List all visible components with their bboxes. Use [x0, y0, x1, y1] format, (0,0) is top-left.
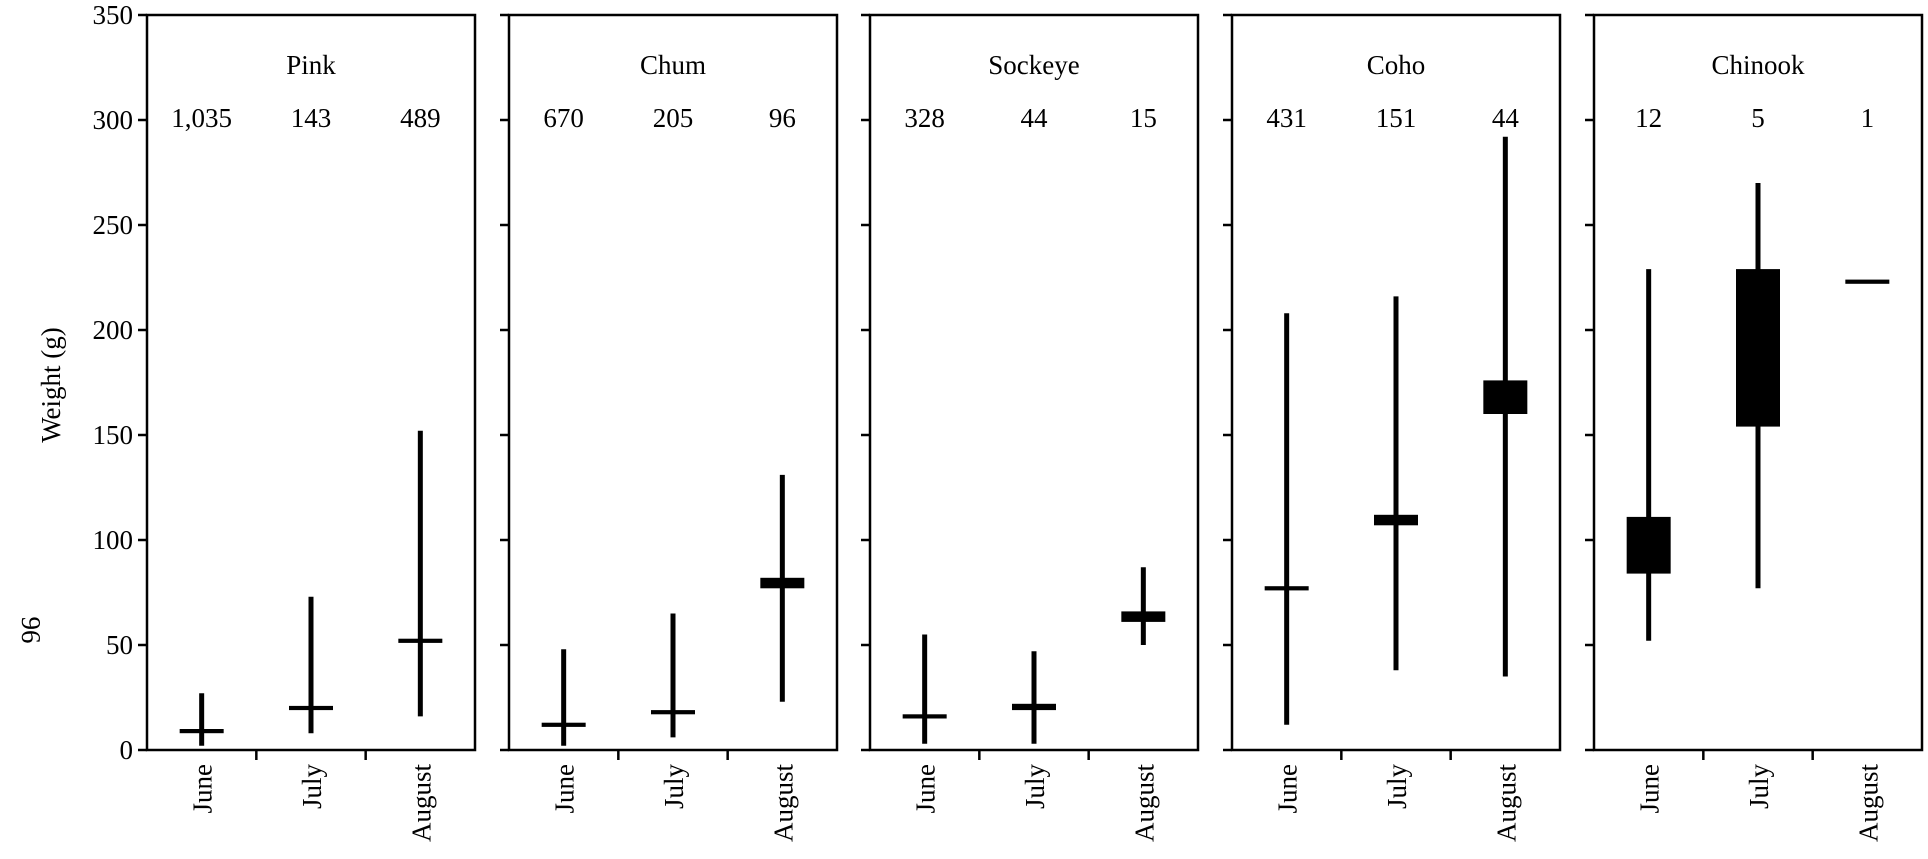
x-category-label: August	[768, 764, 798, 843]
box-body	[398, 638, 443, 643]
box-body	[1374, 514, 1418, 526]
panel-title: Chinook	[1711, 50, 1805, 80]
x-category-label: June	[550, 764, 580, 814]
x-category-label: June	[1635, 764, 1665, 814]
box-body	[1483, 380, 1528, 414]
panel-title: Coho	[1367, 50, 1426, 80]
box-body	[1121, 611, 1166, 622]
panel-chinook: Chinook 12 June 5 July 1 August	[1585, 13, 1924, 843]
sample-size-label: 143	[291, 103, 332, 133]
box-body	[289, 705, 333, 711]
sample-size-label: 5	[1751, 103, 1765, 133]
panels-layer: 0 50 100 150 200 250 300 350 Pink 1,035 June 143 Jul…	[93, 0, 1924, 843]
sample-size-label: 489	[400, 103, 441, 133]
y-axis-label: Weight (g)	[36, 327, 66, 443]
x-category-label: July	[1020, 764, 1050, 810]
sample-size-label: 44	[1492, 103, 1520, 133]
box-body	[1012, 703, 1056, 711]
y-tick-label: 350	[93, 0, 134, 30]
panel-sockeye: Sockeye 328 June 44 July 15 August	[861, 13, 1200, 843]
sample-size-label: 15	[1130, 103, 1157, 133]
x-category-label: August	[406, 764, 436, 843]
panel-title: Chum	[640, 50, 706, 80]
y-tick-label: 50	[106, 630, 133, 660]
panel-frame	[868, 13, 1200, 752]
x-category-label: August	[1491, 764, 1521, 843]
panel-frame	[145, 13, 477, 752]
sample-size-label: 151	[1376, 103, 1417, 133]
sample-size-label: 431	[1266, 103, 1307, 133]
x-category-label: June	[911, 764, 941, 814]
x-category-label: July	[659, 764, 689, 810]
box-body	[651, 710, 695, 715]
sample-size-label: 1	[1861, 103, 1875, 133]
panel-frame	[1230, 13, 1562, 752]
panel-frame	[1592, 13, 1924, 752]
sample-size-label: 328	[904, 103, 945, 133]
x-category-label: August	[1853, 764, 1883, 843]
panel-coho: Coho 431 June 151 July 44 August	[1223, 13, 1562, 843]
page-number: 96	[16, 617, 46, 644]
panel-title: Pink	[286, 50, 336, 80]
y-tick-label: 250	[93, 210, 134, 240]
y-tick-label: 200	[93, 315, 134, 345]
sample-size-label: 12	[1635, 103, 1662, 133]
box-body	[760, 577, 805, 589]
panel-chum: Chum 670 June 205 July 96 August	[500, 13, 839, 843]
box-body	[1264, 586, 1309, 591]
x-category-label: June	[1273, 764, 1303, 814]
box-body	[541, 722, 586, 727]
panel-title: Sockeye	[988, 50, 1079, 80]
x-category-label: June	[188, 764, 218, 814]
y-tick-label: 150	[93, 420, 134, 450]
x-category-label: August	[1129, 764, 1159, 843]
x-category-label: July	[1382, 764, 1412, 810]
y-tick-label: 100	[93, 525, 134, 555]
y-tick-label: 300	[93, 105, 134, 135]
sample-size-label: 670	[543, 103, 584, 133]
box-body	[1845, 279, 1890, 284]
x-category-label: July	[1744, 764, 1774, 810]
sample-size-label: 1,035	[171, 103, 232, 133]
x-category-label: July	[297, 764, 327, 810]
panel-frame	[507, 13, 839, 752]
box-body	[902, 714, 947, 719]
box-body	[1736, 269, 1780, 427]
box-body	[1626, 516, 1671, 574]
sample-size-label: 44	[1021, 103, 1049, 133]
y-tick-label: 0	[120, 735, 134, 765]
sample-size-label: 205	[653, 103, 694, 133]
box-body	[179, 729, 224, 734]
panel-pink: 0 50 100 150 200 250 300 350 Pink 1,035 June 143 Jul…	[93, 0, 477, 843]
sample-size-label: 96	[769, 103, 796, 133]
